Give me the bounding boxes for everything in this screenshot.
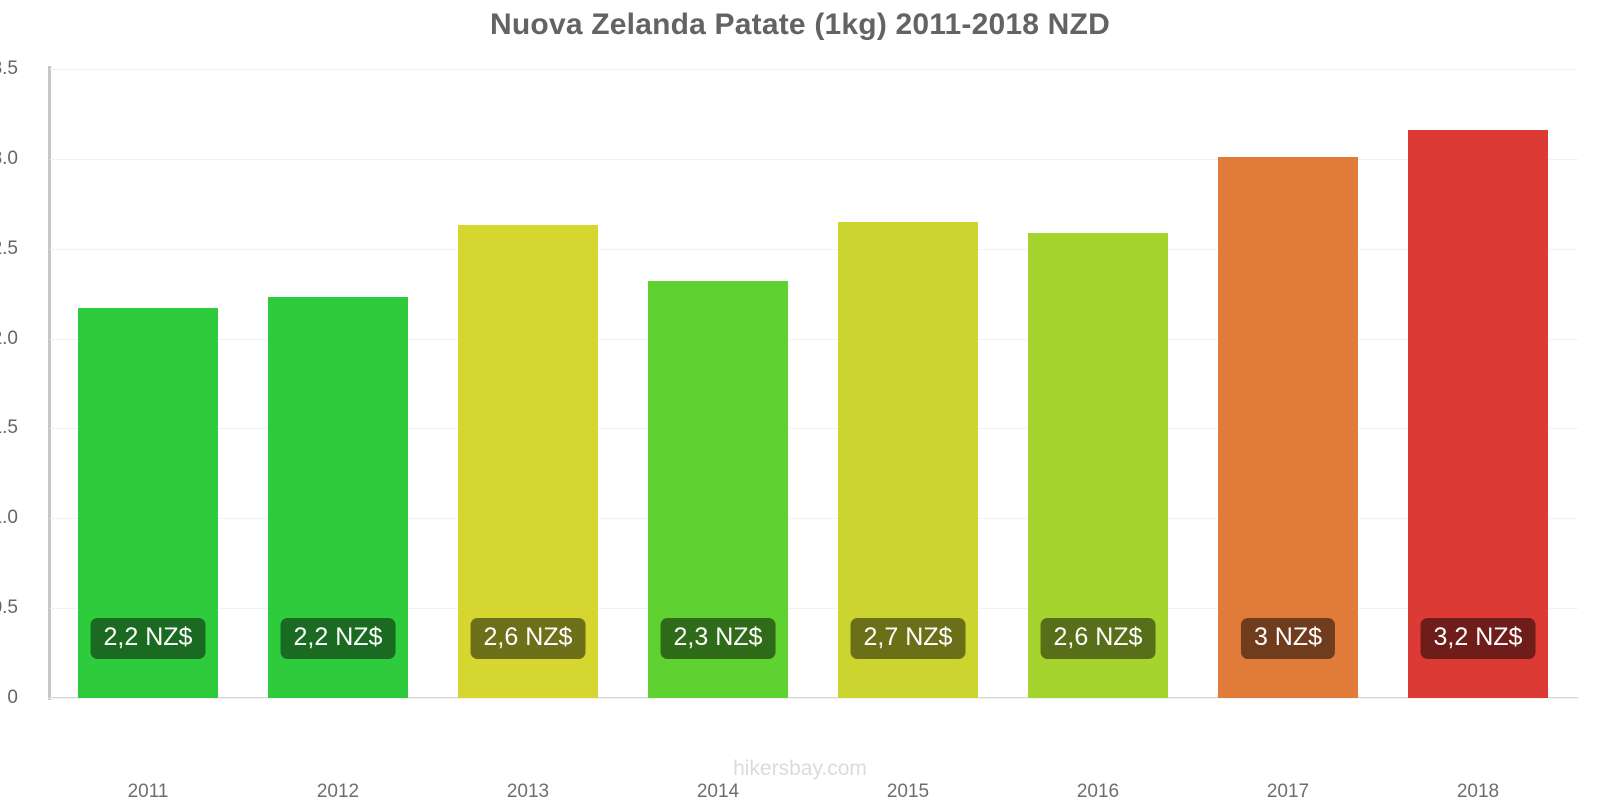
x-axis-tick-label: 2012 [316, 781, 360, 802]
x-axis-tick-label: 2018 [1456, 781, 1500, 802]
bar-value-label: 3 NZ$ [1240, 618, 1336, 659]
bar[interactable]: 2,6 NZ$ [1028, 232, 1168, 698]
gridline [50, 518, 1578, 520]
x-axis-tick-label: 2014 [696, 781, 740, 802]
y-axis-tick-label: 0.5 [0, 597, 18, 619]
bar[interactable]: 2,6 NZ$ [458, 225, 598, 698]
bar[interactable]: 2,3 NZ$ [648, 281, 788, 698]
bar-value-label: 2,6 NZ$ [470, 618, 586, 659]
x-axis-tick-label: 2016 [1076, 781, 1120, 802]
y-axis-tick-label: 0 [7, 687, 18, 708]
gridline [50, 698, 1578, 699]
x-axis-tick-label: 2015 [886, 781, 930, 802]
y-axis-tick-label: 1.5 [0, 417, 18, 439]
gridline [50, 69, 1578, 70]
plot-area: 0 0.5 1.0 1.5 2.0 2.5 3.0 3.5 2,2 NZ$ 2,2 NZ$ 2,6… [0, 58, 1578, 802]
y-axis-tick-label: 3.5 [0, 58, 18, 79]
gridline [50, 338, 1578, 340]
chart-title: Nuova Zelanda Patate (1kg) 2011-2018 NZD [490, 8, 1110, 41]
gridline [50, 158, 1578, 160]
gridline [50, 608, 1578, 610]
bar[interactable]: 2,2 NZ$ [78, 308, 218, 698]
bar-value-label: 2,3 NZ$ [660, 618, 776, 659]
bar[interactable]: 2,7 NZ$ [838, 221, 978, 698]
footer-credit: hikersbay.com [733, 757, 867, 780]
x-axis-tick-label: 2011 [127, 781, 169, 802]
x-axis-tick-label: 2017 [1266, 781, 1310, 802]
bar-value-label: 2,6 NZ$ [1040, 618, 1156, 659]
gridline [50, 428, 1578, 430]
y-axis-tick-label: 2.0 [0, 327, 18, 349]
bar[interactable]: 2,2 NZ$ [268, 297, 408, 698]
x-axis-tick-label: 2013 [506, 781, 550, 802]
y-axis-line [48, 66, 51, 700]
bar[interactable]: 3 NZ$ [1218, 157, 1358, 698]
bar-value-label: 2,2 NZ$ [280, 618, 396, 659]
bar-value-label: 2,2 NZ$ [90, 618, 206, 659]
y-axis-tick-label: 2.5 [0, 237, 18, 259]
bar-value-label: 3,2 NZ$ [1420, 618, 1536, 659]
y-axis-tick-label: 3.0 [0, 147, 18, 169]
y-axis-tick-label: 1.0 [0, 507, 18, 529]
bar[interactable]: 3,2 NZ$ [1408, 130, 1548, 698]
gridline [50, 248, 1578, 250]
bar-value-label: 2,7 NZ$ [850, 618, 966, 659]
